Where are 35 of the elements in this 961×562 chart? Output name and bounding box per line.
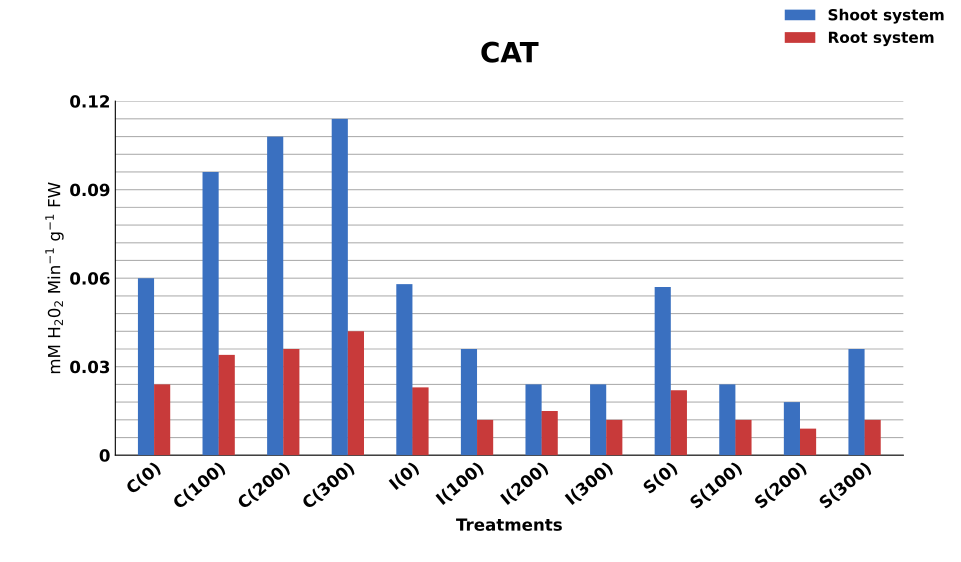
- bar: [218, 354, 235, 456]
- bar: [606, 420, 622, 456]
- bar: [348, 331, 364, 456]
- bar: [332, 118, 348, 456]
- y-tick-label: 0.03: [70, 360, 110, 374]
- bar: [460, 349, 478, 456]
- text: mM H$_{2}$0$_{2}$ Min$^{−1}$ g$^{−1}$ FW: [45, 182, 64, 374]
- y-tick-label: 0.12: [70, 95, 110, 108]
- bar: [848, 349, 865, 456]
- bar: [412, 387, 429, 456]
- bar: [590, 384, 606, 456]
- legend-label: Root system: [828, 32, 934, 46]
- bar: [784, 402, 800, 456]
- bar: [719, 384, 736, 456]
- bar: [735, 420, 752, 456]
- bar: [670, 390, 687, 456]
- bar: [138, 278, 154, 456]
- x-tick-label: I(0): [388, 461, 421, 492]
- bar: [542, 410, 558, 456]
- bar: [283, 349, 300, 456]
- bar: [654, 287, 671, 456]
- bar: [525, 384, 542, 456]
- bar: [864, 420, 881, 456]
- bar: [800, 428, 816, 456]
- y-tick-label: 0.09: [70, 184, 110, 196]
- y-tick-label: 0: [100, 449, 110, 462]
- chart-title: CAT: [481, 42, 539, 63]
- bar: [396, 284, 412, 456]
- bar: [202, 172, 219, 456]
- bar: [154, 384, 170, 456]
- y-tick-label: 0.06: [70, 272, 110, 285]
- legend-label: Shoot system: [828, 8, 944, 24]
- x-axis-title: Treatments: [456, 518, 562, 531]
- bar: [267, 136, 284, 456]
- bar: [477, 420, 494, 456]
